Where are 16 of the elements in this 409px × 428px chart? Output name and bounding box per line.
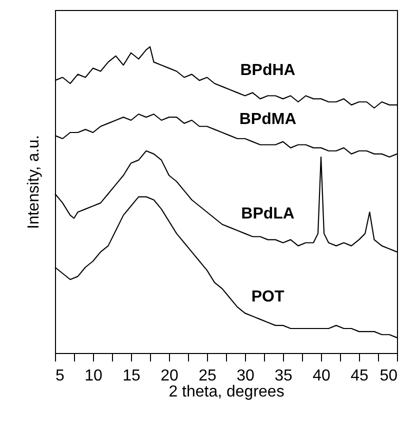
x-tick-label: 35 [274, 368, 292, 384]
x-tick-label: 25 [198, 368, 216, 384]
x-tick-label: 20 [160, 368, 178, 384]
x-tick-label: 15 [122, 368, 140, 384]
x-tick-label: 5 [56, 368, 64, 384]
series-label: POT [251, 288, 284, 306]
series-label: BPdHA [240, 62, 296, 79]
x-axis-title: 2 theta, degrees [168, 384, 284, 400]
series-label: BPdLA [241, 206, 295, 223]
series-label: BPdMA [239, 110, 297, 128]
x-tick-label: 45 [350, 368, 368, 384]
x-tick-label: 50 [380, 368, 398, 384]
y-axis-title: Intensity, a.u. [26, 135, 42, 229]
x-tick-label: 10 [84, 368, 102, 384]
x-tick-label: 40 [312, 368, 330, 384]
x-tick-label: 30 [236, 368, 254, 384]
